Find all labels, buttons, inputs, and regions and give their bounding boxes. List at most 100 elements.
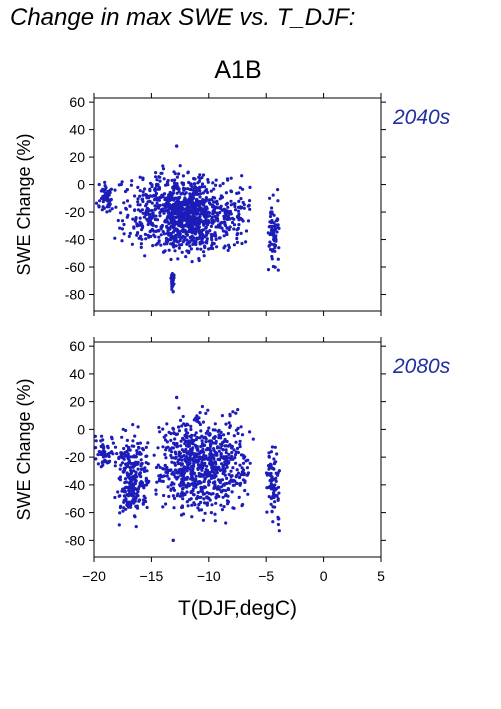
data-point <box>159 233 163 237</box>
data-point <box>240 205 244 210</box>
data-point <box>182 450 186 454</box>
data-point <box>206 429 210 433</box>
data-point <box>191 478 195 482</box>
data-point <box>214 501 218 505</box>
data-point <box>113 460 118 464</box>
data-point <box>185 241 189 245</box>
data-point <box>184 217 188 222</box>
data-point <box>232 479 236 483</box>
data-point <box>169 438 173 442</box>
data-point <box>276 188 280 192</box>
data-point <box>230 450 234 455</box>
data-point <box>240 504 244 508</box>
data-point <box>94 457 98 461</box>
data-point <box>173 186 177 190</box>
data-point <box>220 443 224 447</box>
data-point <box>198 457 202 461</box>
data-point <box>275 218 279 222</box>
data-point <box>276 485 281 489</box>
data-point <box>215 202 219 206</box>
data-point <box>174 144 179 148</box>
data-point <box>140 467 145 471</box>
y-tick-label: 20 <box>69 149 85 165</box>
data-point <box>128 231 132 235</box>
data-point <box>132 225 136 229</box>
data-point <box>133 498 137 502</box>
data-point <box>177 246 181 250</box>
data-point <box>160 223 164 228</box>
data-point <box>150 208 154 213</box>
data-point <box>94 439 98 443</box>
data-point <box>168 227 172 231</box>
data-point <box>209 449 213 453</box>
data-point <box>224 448 228 452</box>
data-point <box>237 212 241 216</box>
data-point <box>172 496 177 500</box>
data-point <box>269 242 274 246</box>
data-point <box>226 248 230 252</box>
data-point <box>157 479 161 483</box>
data-point <box>270 257 274 261</box>
data-point <box>225 226 229 230</box>
data-point <box>222 505 226 509</box>
data-point <box>196 463 201 467</box>
data-point <box>176 257 180 261</box>
data-point <box>121 427 125 431</box>
data-point <box>144 478 149 482</box>
data-point <box>122 457 126 461</box>
data-point <box>270 475 274 479</box>
data-point <box>103 187 107 192</box>
data-point <box>134 495 138 499</box>
data-point <box>270 218 274 223</box>
data-point <box>134 470 138 474</box>
data-point <box>234 461 238 465</box>
data-point <box>213 422 217 426</box>
y-tick-label: 60 <box>69 338 85 354</box>
data-point <box>175 191 179 195</box>
data-point <box>269 232 273 236</box>
data-point <box>225 232 229 237</box>
data-point <box>159 209 163 213</box>
data-point <box>186 171 190 175</box>
data-point <box>273 500 277 504</box>
data-point <box>272 221 276 225</box>
data-point <box>176 475 180 479</box>
data-point <box>162 493 166 498</box>
data-point <box>146 441 150 445</box>
data-point <box>198 436 202 440</box>
data-point <box>269 479 274 483</box>
data-point <box>138 175 142 179</box>
data-point <box>120 435 124 439</box>
data-point <box>200 238 204 242</box>
data-point <box>192 418 196 422</box>
data-point <box>148 230 152 234</box>
data-point <box>194 460 198 464</box>
data-point <box>158 430 162 434</box>
data-point <box>151 215 155 219</box>
data-point <box>186 212 190 216</box>
data-point <box>157 235 161 239</box>
data-point <box>101 443 105 447</box>
data-point <box>186 431 190 435</box>
data-point <box>172 181 177 185</box>
data-point <box>181 483 185 487</box>
data-point <box>212 457 216 461</box>
data-point <box>180 236 184 240</box>
data-point <box>166 485 170 489</box>
y-tick-label: -40 <box>65 477 85 493</box>
data-point <box>213 460 217 464</box>
data-point <box>135 449 139 453</box>
data-point <box>223 223 228 228</box>
data-point <box>238 475 242 479</box>
data-point <box>218 481 222 485</box>
data-point <box>213 483 217 487</box>
y-tick-label: 0 <box>77 177 85 193</box>
data-point <box>195 207 200 212</box>
data-point <box>176 233 180 237</box>
data-point <box>184 255 188 259</box>
data-point <box>245 466 249 470</box>
data-point <box>231 410 235 414</box>
data-point <box>113 236 117 240</box>
data-point <box>180 504 184 508</box>
data-point <box>209 442 213 446</box>
